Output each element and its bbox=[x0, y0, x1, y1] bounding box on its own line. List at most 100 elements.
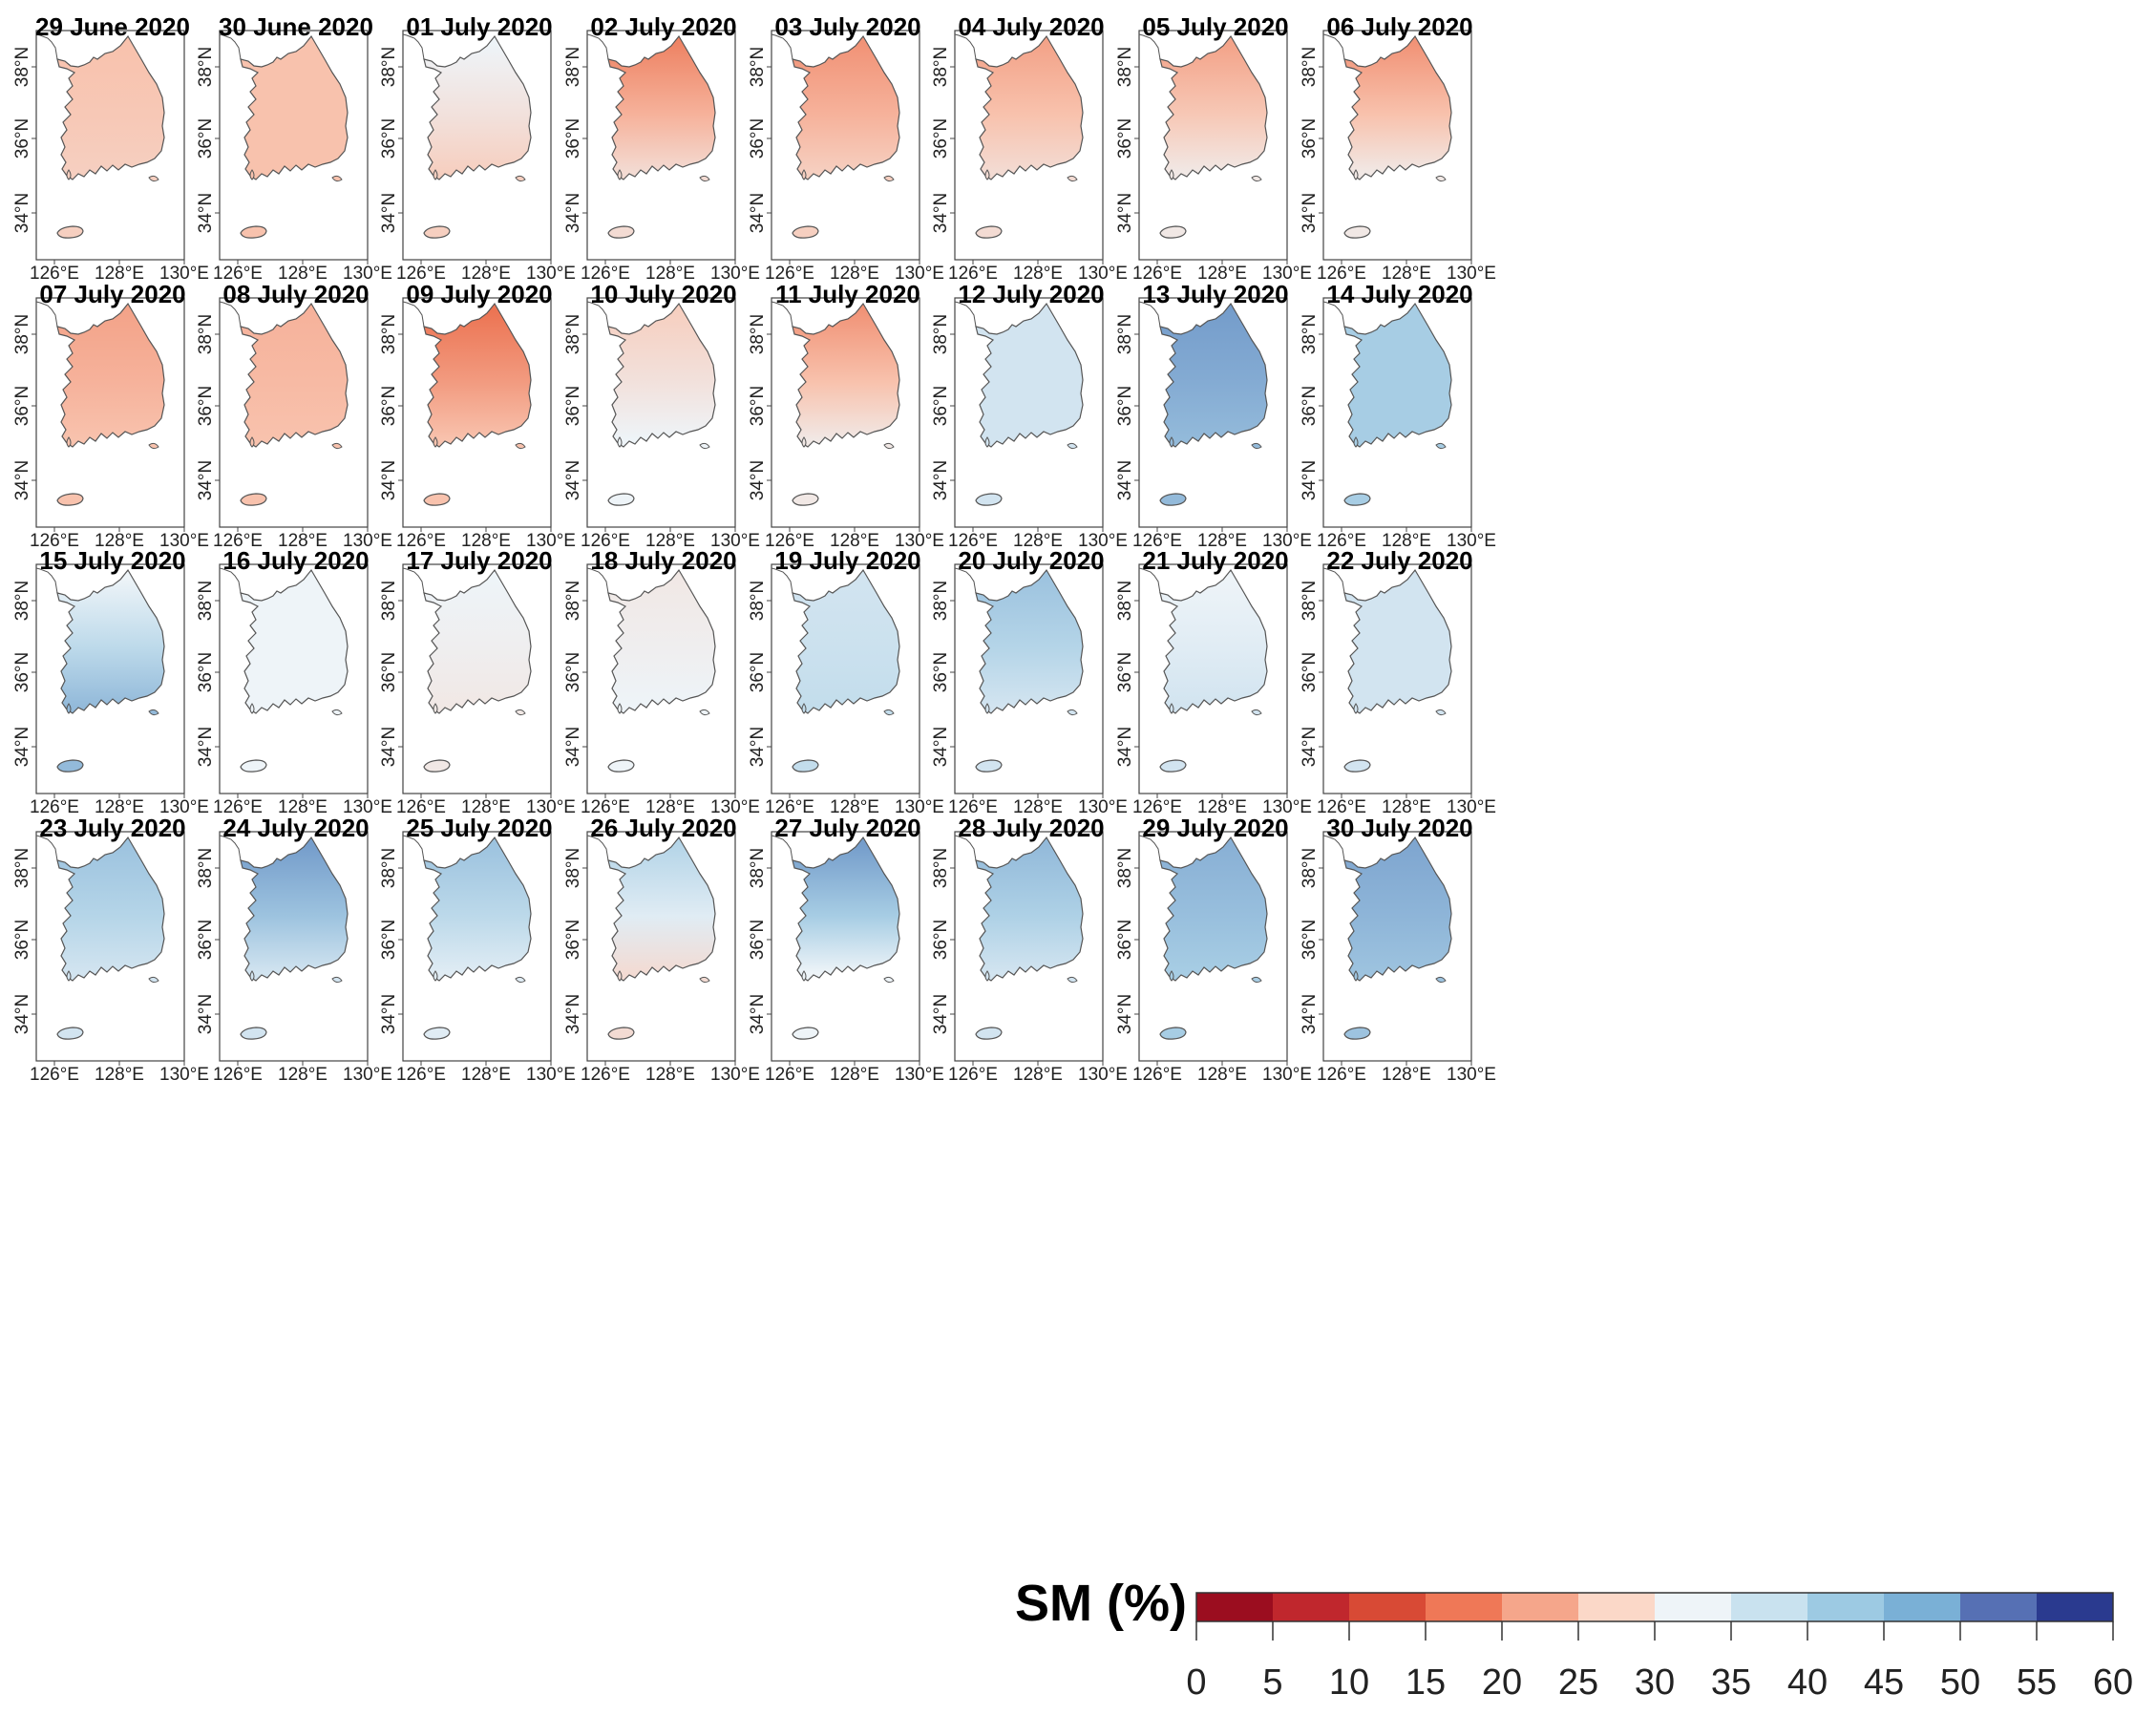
x-tick-label: 130°E bbox=[710, 797, 760, 817]
y-tick-label: 38°N bbox=[748, 581, 768, 621]
panel-title: 15 July 2020 bbox=[39, 546, 185, 575]
x-tick-label: 128°E bbox=[1013, 264, 1063, 284]
y-tick-label: 34°N bbox=[196, 727, 216, 767]
small-island bbox=[1435, 442, 1447, 450]
y-tick-label: 36°N bbox=[1115, 652, 1135, 692]
border-line bbox=[1322, 33, 1345, 60]
small-island bbox=[883, 709, 895, 716]
small-island bbox=[1353, 703, 1359, 714]
x-tick-label: 128°E bbox=[95, 1065, 144, 1085]
legend-swatch bbox=[1655, 1593, 1732, 1621]
small-island bbox=[515, 976, 526, 984]
small-island bbox=[433, 970, 438, 982]
x-tick-label: 130°E bbox=[1078, 531, 1128, 551]
y-tick-label: 36°N bbox=[1300, 920, 1320, 960]
y-tick-label: 34°N bbox=[1300, 994, 1320, 1034]
y-tick-label: 34°N bbox=[748, 193, 768, 233]
y-tick-label: 34°N bbox=[12, 460, 32, 500]
x-tick-label: 126°E bbox=[948, 1065, 998, 1085]
x-tick-label: 128°E bbox=[95, 264, 144, 284]
small-island bbox=[1251, 709, 1262, 716]
y-tick-label: 38°N bbox=[931, 47, 951, 87]
y-tick-label: 36°N bbox=[931, 386, 951, 426]
border-line bbox=[219, 567, 242, 594]
korea-land bbox=[975, 302, 1084, 448]
panel-title: 04 July 2020 bbox=[958, 12, 1104, 41]
small-island bbox=[617, 169, 623, 180]
map-panel: 30 July 2020 38°N 36°N 34°N 126°E 128°E 130°E bbox=[1300, 814, 1496, 1085]
small-island bbox=[699, 442, 710, 450]
border-line bbox=[219, 33, 242, 60]
y-tick-label: 36°N bbox=[196, 652, 216, 692]
legend-swatch bbox=[1731, 1593, 1808, 1621]
korea-land bbox=[56, 568, 165, 714]
panel-title: 19 July 2020 bbox=[774, 546, 920, 575]
small-island bbox=[66, 436, 72, 448]
border-line bbox=[35, 567, 58, 594]
x-tick-label: 126°E bbox=[30, 264, 79, 284]
x-tick-label: 130°E bbox=[895, 797, 944, 817]
small-island bbox=[515, 175, 526, 182]
x-tick-label: 126°E bbox=[1317, 797, 1366, 817]
x-tick-label: 130°E bbox=[1078, 264, 1128, 284]
korea-land bbox=[975, 568, 1084, 714]
korea-land bbox=[792, 568, 900, 714]
border-line bbox=[1322, 567, 1345, 594]
legend-swatch bbox=[1807, 1593, 1885, 1621]
y-tick-label: 36°N bbox=[748, 652, 768, 692]
y-tick-label: 38°N bbox=[1300, 581, 1320, 621]
y-tick-label: 38°N bbox=[379, 581, 399, 621]
small-island bbox=[331, 175, 343, 182]
border-line bbox=[954, 567, 977, 594]
y-tick-label: 38°N bbox=[931, 848, 951, 888]
jeju-island bbox=[1159, 1027, 1187, 1040]
y-tick-label: 36°N bbox=[379, 920, 399, 960]
y-tick-label: 38°N bbox=[1115, 581, 1135, 621]
small-island bbox=[249, 970, 255, 982]
y-tick-label: 38°N bbox=[748, 47, 768, 87]
map-panel: 18 July 2020 38°N 36°N 34°N 126°E 128°E 130°E bbox=[563, 546, 760, 817]
y-tick-label: 38°N bbox=[1115, 848, 1135, 888]
y-tick-label: 34°N bbox=[379, 727, 399, 767]
jeju-island bbox=[423, 759, 451, 773]
panel-title: 26 July 2020 bbox=[590, 814, 736, 842]
border-line bbox=[402, 835, 425, 861]
panel-title: 27 July 2020 bbox=[774, 814, 920, 842]
korea-land bbox=[1343, 34, 1452, 180]
y-tick-label: 38°N bbox=[931, 581, 951, 621]
x-tick-label: 128°E bbox=[1197, 1065, 1247, 1085]
korea-land bbox=[607, 836, 716, 982]
small-island bbox=[883, 175, 895, 182]
x-tick-label: 130°E bbox=[343, 1065, 392, 1085]
border-line bbox=[586, 33, 609, 60]
small-island bbox=[617, 436, 623, 448]
panel-title: 17 July 2020 bbox=[406, 546, 552, 575]
x-tick-label: 126°E bbox=[213, 1065, 263, 1085]
panel-title: 08 July 2020 bbox=[222, 280, 369, 308]
jeju-island bbox=[1343, 1027, 1371, 1040]
x-tick-label: 126°E bbox=[1132, 1065, 1182, 1085]
map-panel: 27 July 2020 38°N 36°N 34°N 126°E 128°E 130°E bbox=[748, 814, 944, 1085]
border-line bbox=[954, 301, 977, 328]
x-tick-label: 128°E bbox=[1013, 797, 1063, 817]
border-line bbox=[586, 301, 609, 328]
y-tick-label: 38°N bbox=[379, 314, 399, 354]
small-island bbox=[699, 709, 710, 716]
y-tick-label: 36°N bbox=[1115, 386, 1135, 426]
legend-tick-label: 25 bbox=[1558, 1662, 1598, 1703]
small-island bbox=[1067, 442, 1078, 450]
x-tick-label: 130°E bbox=[1262, 264, 1312, 284]
x-tick-label: 128°E bbox=[95, 531, 144, 551]
x-tick-label: 126°E bbox=[396, 264, 446, 284]
map-panel: 17 July 2020 38°N 36°N 34°N 126°E 128°E 130°E bbox=[379, 546, 576, 817]
x-tick-label: 128°E bbox=[830, 797, 879, 817]
x-tick-label: 128°E bbox=[1382, 1065, 1431, 1085]
small-island bbox=[984, 169, 990, 180]
korea-land bbox=[792, 836, 900, 982]
korea-land bbox=[607, 34, 716, 180]
y-tick-label: 34°N bbox=[1115, 460, 1135, 500]
x-tick-label: 126°E bbox=[765, 797, 814, 817]
x-tick-label: 130°E bbox=[159, 531, 209, 551]
map-panel: 13 July 2020 38°N 36°N 34°N 126°E 128°E 130°E bbox=[1115, 280, 1312, 551]
